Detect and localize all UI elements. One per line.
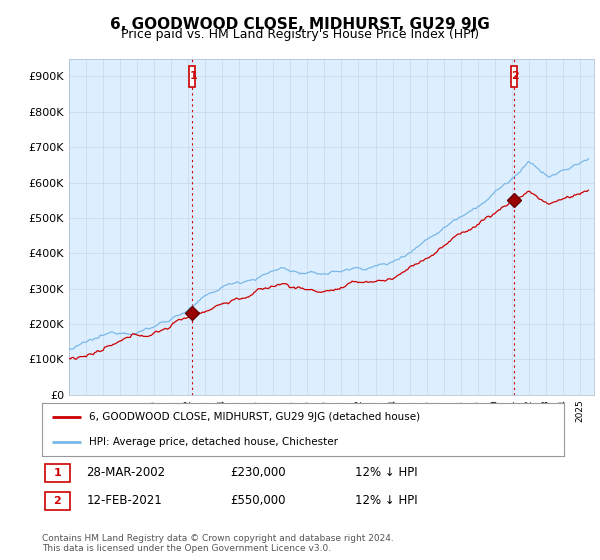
Text: 6, GOODWOOD CLOSE, MIDHURST, GU29 9JG: 6, GOODWOOD CLOSE, MIDHURST, GU29 9JG (110, 17, 490, 32)
FancyBboxPatch shape (44, 464, 70, 482)
Text: £230,000: £230,000 (230, 466, 286, 479)
Text: 1: 1 (53, 468, 61, 478)
Text: 12% ↓ HPI: 12% ↓ HPI (355, 494, 418, 507)
Text: 1: 1 (190, 72, 197, 82)
FancyBboxPatch shape (44, 492, 70, 510)
Text: 28-MAR-2002: 28-MAR-2002 (86, 466, 166, 479)
Text: 12% ↓ HPI: 12% ↓ HPI (355, 466, 418, 479)
FancyBboxPatch shape (189, 66, 195, 87)
Text: HPI: Average price, detached house, Chichester: HPI: Average price, detached house, Chic… (89, 436, 338, 446)
FancyBboxPatch shape (511, 66, 517, 87)
Text: 2: 2 (53, 496, 61, 506)
Text: £550,000: £550,000 (230, 494, 286, 507)
Text: Price paid vs. HM Land Registry's House Price Index (HPI): Price paid vs. HM Land Registry's House … (121, 28, 479, 41)
Text: Contains HM Land Registry data © Crown copyright and database right 2024.
This d: Contains HM Land Registry data © Crown c… (42, 534, 394, 553)
Text: 6, GOODWOOD CLOSE, MIDHURST, GU29 9JG (detached house): 6, GOODWOOD CLOSE, MIDHURST, GU29 9JG (d… (89, 412, 420, 422)
Text: 2: 2 (511, 72, 519, 82)
Text: 12-FEB-2021: 12-FEB-2021 (86, 494, 162, 507)
